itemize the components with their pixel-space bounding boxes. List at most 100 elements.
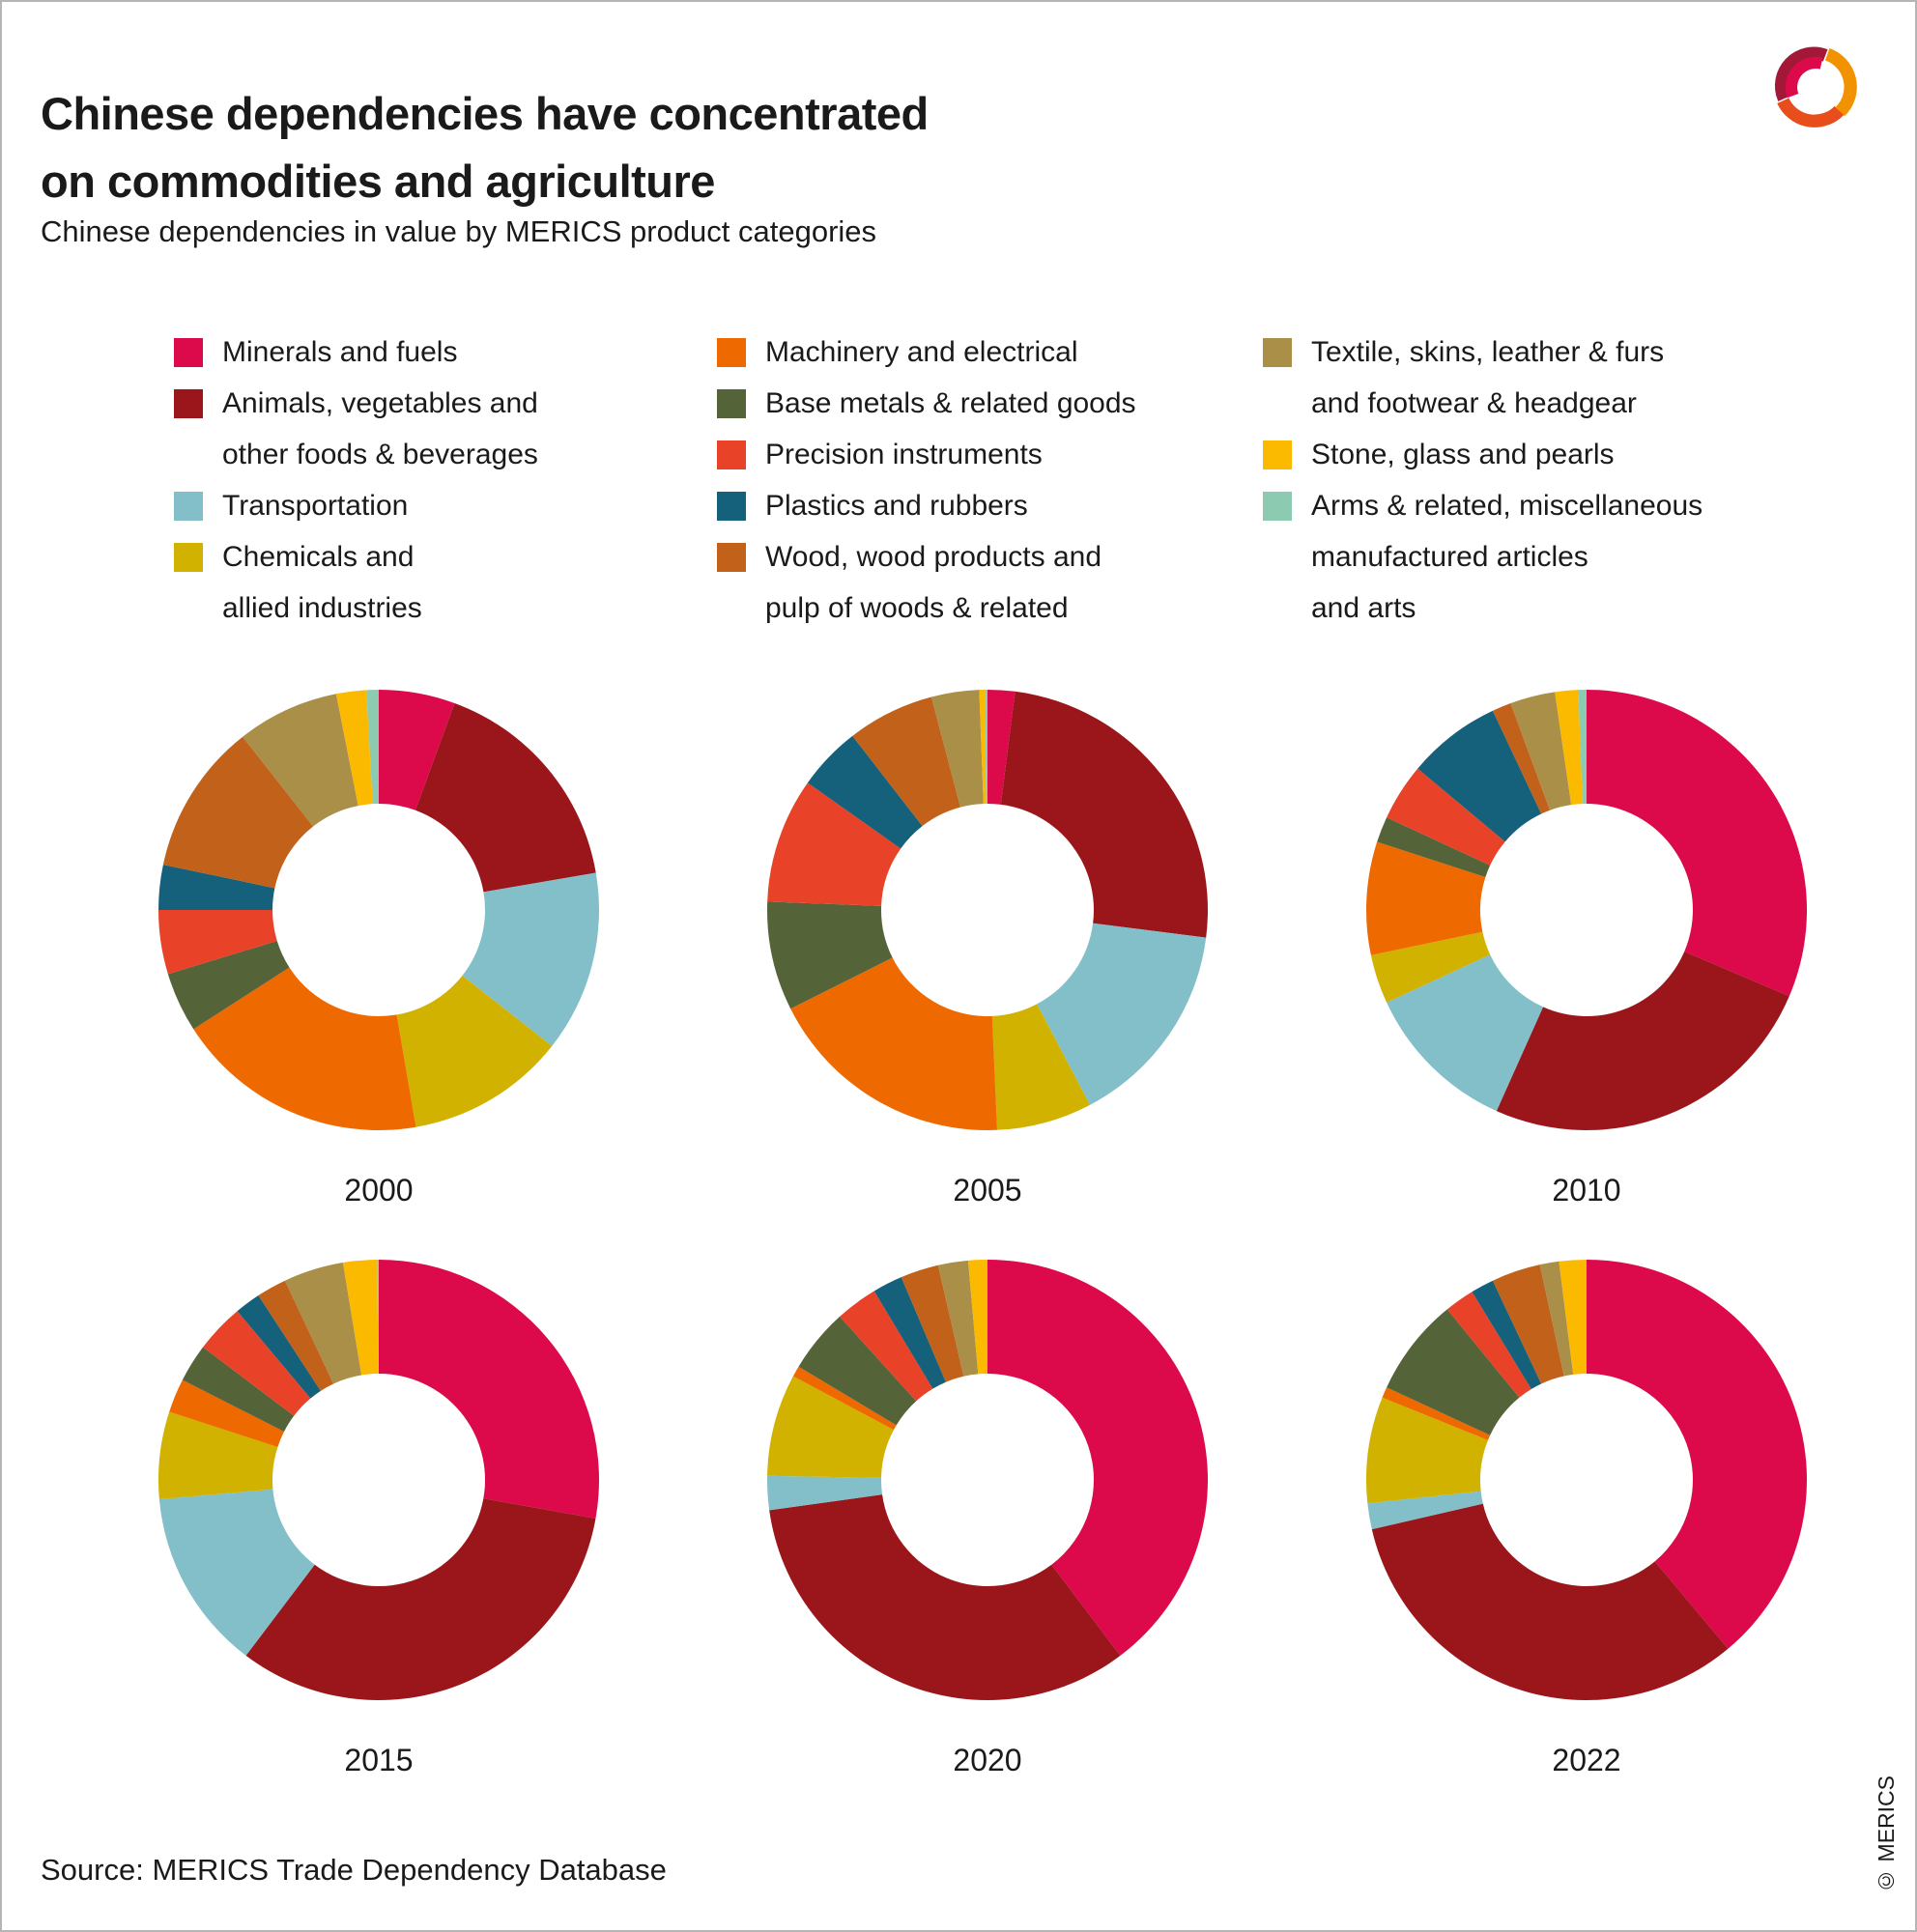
donut-segment-stone bbox=[979, 690, 987, 805]
donut-segment-stone bbox=[1555, 690, 1583, 806]
donut-segment-wood bbox=[1492, 702, 1551, 814]
chemicals-swatch-icon bbox=[174, 543, 203, 572]
donut-segment-machinery bbox=[169, 1379, 284, 1448]
donut-segment-arms bbox=[377, 1260, 379, 1375]
donut-segment-minerals bbox=[379, 1260, 599, 1519]
donut-chart-2022: 2022 bbox=[1364, 1258, 1809, 1778]
legend-item-wood: Wood, wood products and pulp of woods & … bbox=[717, 531, 1258, 634]
legend-label: Chemicals and allied industries bbox=[222, 541, 422, 624]
legend-item-precision: Precision instruments bbox=[717, 429, 1258, 480]
donut-segment-chemicals bbox=[767, 1376, 894, 1478]
donut-segment-arms bbox=[1578, 690, 1587, 805]
donut-2000-pie bbox=[158, 690, 599, 1130]
donut-segment-base_metals bbox=[167, 941, 290, 1030]
donut-2020-pie bbox=[767, 1260, 1208, 1700]
minerals-swatch-icon bbox=[174, 338, 203, 367]
donut-segment-stone bbox=[967, 1260, 987, 1375]
donut-2010-pie bbox=[1366, 690, 1807, 1130]
legend-item-minerals: Minerals and fuels bbox=[174, 327, 696, 378]
donut-segment-wood bbox=[162, 736, 314, 889]
donut-segment-wood bbox=[1492, 1264, 1564, 1384]
donut-segment-animals bbox=[1496, 952, 1789, 1130]
legend-column-2: Machinery and electrical Base metals & r… bbox=[717, 327, 1258, 634]
year-label-2000: 2000 bbox=[344, 1173, 414, 1208]
donut-segment-chemicals bbox=[991, 1004, 1091, 1130]
donut-segment-minerals bbox=[379, 690, 455, 810]
year-label-2010: 2010 bbox=[1552, 1173, 1621, 1208]
donut-2005-pie bbox=[767, 690, 1208, 1130]
donut-segment-plastics bbox=[873, 1277, 946, 1389]
plastics-swatch-icon bbox=[717, 492, 746, 521]
donut-chart-2015: 2015 bbox=[157, 1258, 601, 1778]
donut-segment-chemicals bbox=[396, 975, 553, 1127]
donut-segment-base_metals bbox=[182, 1347, 295, 1433]
donut-segment-base_metals bbox=[767, 901, 893, 1009]
donut-segment-machinery bbox=[1366, 841, 1486, 955]
donut-segment-textile bbox=[930, 690, 984, 808]
legend-label: Arms & related, miscellaneous manufactur… bbox=[1311, 490, 1703, 624]
donut-segment-wood bbox=[852, 696, 960, 827]
donut-segment-wood bbox=[258, 1280, 334, 1391]
legend-item-chemicals: Chemicals and allied industries bbox=[174, 531, 696, 634]
donut-segment-arms bbox=[366, 690, 379, 805]
donut-segment-stone bbox=[335, 690, 373, 807]
donut-chart-2005: 2005 bbox=[765, 688, 1210, 1208]
donut-segment-transportation bbox=[462, 872, 599, 1046]
donut-chart-2010: 2010 bbox=[1364, 688, 1809, 1208]
donut-segment-base_metals bbox=[1377, 817, 1491, 878]
legend-item-base-metals: Base metals & related goods bbox=[717, 378, 1258, 429]
page-subtitle: Chinese dependencies in value by MERICS … bbox=[41, 214, 877, 248]
donut-segment-animals bbox=[245, 1498, 596, 1700]
donut-2022-pie bbox=[1366, 1260, 1807, 1700]
donut-segment-base_metals bbox=[798, 1316, 917, 1426]
donut-segment-textile bbox=[937, 1260, 979, 1377]
legend-item-plastics: Plastics and rubbers bbox=[717, 480, 1258, 531]
donut-segment-machinery bbox=[792, 1366, 897, 1431]
donut-segment-animals bbox=[1000, 691, 1208, 938]
legend-item-arms: Arms & related, miscellaneous manufactur… bbox=[1263, 480, 1843, 634]
donut-segment-minerals bbox=[987, 690, 1016, 805]
stone-swatch-icon bbox=[1263, 440, 1292, 469]
legend-item-stone: Stone, glass and pearls bbox=[1263, 429, 1843, 480]
donut-segment-textile bbox=[284, 1263, 362, 1384]
legend-label: Wood, wood products and pulp of woods & … bbox=[765, 541, 1102, 624]
legend-label: Base metals & related goods bbox=[765, 387, 1136, 419]
donut-segment-plastics bbox=[1472, 1280, 1542, 1390]
legend-label: Machinery and electrical bbox=[765, 336, 1078, 368]
legend-item-machinery: Machinery and electrical bbox=[717, 327, 1258, 378]
donut-segment-machinery bbox=[1382, 1387, 1491, 1440]
donut-segment-textile bbox=[243, 694, 358, 827]
donut-chart-2020: 2020 bbox=[765, 1258, 1210, 1778]
legend-label: Textile, skins, leather & furs and footw… bbox=[1311, 336, 1665, 419]
legend-column-1: Minerals and fuels Animals, vegetables a… bbox=[174, 327, 696, 634]
legend-label: Plastics and rubbers bbox=[765, 490, 1028, 522]
legend-item-textile: Textile, skins, leather & furs and footw… bbox=[1263, 327, 1843, 429]
legend-label: Stone, glass and pearls bbox=[1311, 439, 1615, 470]
textile-swatch-icon bbox=[1263, 338, 1292, 367]
base-metals-swatch-icon bbox=[717, 389, 746, 418]
donut-segment-wood bbox=[901, 1264, 964, 1382]
year-label-2022: 2022 bbox=[1552, 1743, 1621, 1777]
year-label-2005: 2005 bbox=[953, 1173, 1022, 1208]
legend-label: Minerals and fuels bbox=[222, 336, 458, 368]
donut-segment-arms bbox=[985, 690, 987, 805]
legend-column-3: Textile, skins, leather & furs and footw… bbox=[1263, 327, 1843, 634]
donut-segment-transportation bbox=[1387, 954, 1544, 1112]
transportation-swatch-icon bbox=[174, 492, 203, 521]
donut-segment-minerals bbox=[987, 1260, 1208, 1656]
animals-swatch-icon bbox=[174, 389, 203, 418]
donut-segment-plastics bbox=[1417, 710, 1542, 842]
donut-segment-plastics bbox=[237, 1295, 321, 1399]
donut-2015-pie bbox=[158, 1260, 599, 1700]
donut-segment-transportation bbox=[767, 1475, 883, 1511]
legend-item-transportation: Transportation bbox=[174, 480, 696, 531]
donut-segment-textile bbox=[1510, 692, 1572, 810]
donut-segment-stone bbox=[342, 1260, 379, 1376]
donut-segment-chemicals bbox=[1366, 1397, 1488, 1504]
year-label-2020: 2020 bbox=[953, 1743, 1022, 1777]
legend-item-animals: Animals, vegetables and other foods & be… bbox=[174, 378, 696, 480]
donut-chart-2000: 2000 bbox=[157, 688, 601, 1208]
donut-segment-plastics bbox=[807, 735, 923, 849]
merics-logo-icon bbox=[1774, 46, 1857, 128]
